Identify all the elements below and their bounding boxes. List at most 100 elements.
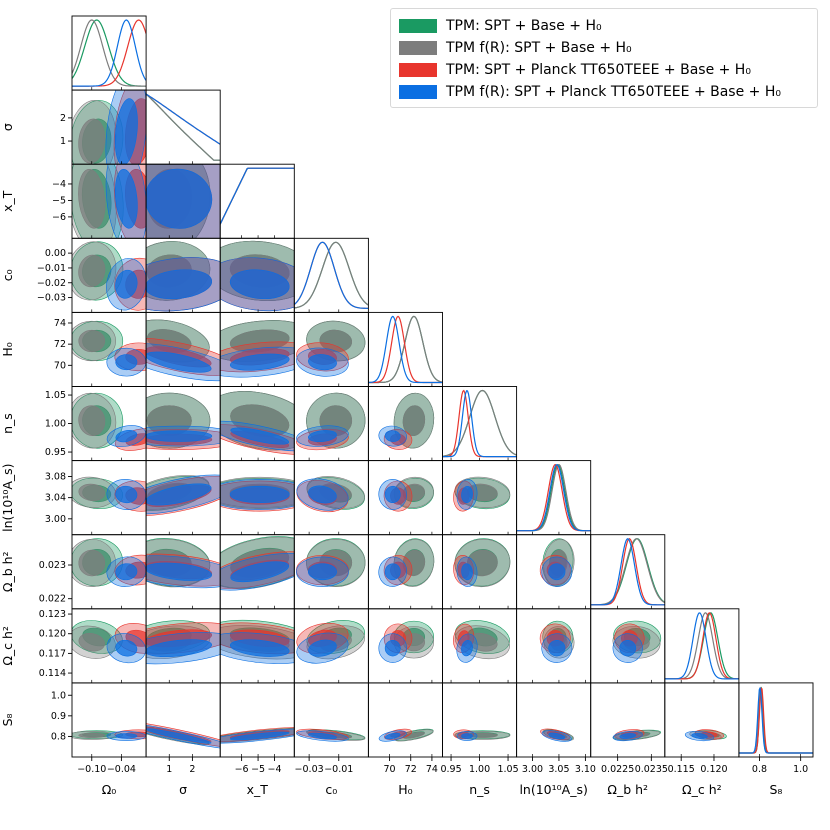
y-tick-label: 3.00	[45, 514, 66, 525]
x-tick-label: 70	[384, 764, 396, 775]
y-tick-label: 0.022	[39, 594, 66, 605]
posterior-curve	[738, 687, 813, 754]
contour-panel-omega0-omch2	[72, 620, 147, 664]
contour-panel-xT-ombh2	[220, 536, 295, 591]
posterior-curve	[590, 538, 665, 606]
posterior-curve	[368, 315, 443, 384]
credible-region	[78, 329, 106, 353]
x-tick-label: 3.05	[548, 764, 569, 775]
y-axis-label: ln(10¹⁰A_s)	[0, 463, 15, 531]
panel-frame	[367, 682, 443, 758]
x-axis-label: S₈	[769, 782, 782, 797]
y-tick-label: 1.00	[45, 419, 66, 430]
x-tick-label: 0.0225	[601, 764, 634, 775]
legend-entry: TPM f(R): SPT + Planck TT650TEEE + Base …	[399, 81, 809, 103]
y-tick-label: −4	[52, 179, 66, 190]
credible-region	[307, 354, 337, 371]
posterior-curve	[72, 19, 147, 87]
legend-entry: TPM: SPT + Base + H₀	[399, 15, 809, 37]
y-tick-label: 0.8	[51, 731, 66, 742]
y-tick-label: 2	[60, 113, 66, 124]
x-tick-label: 3.00	[522, 764, 543, 775]
contour-panel-c0-omch2	[296, 620, 365, 664]
posterior-curve	[738, 687, 813, 754]
panel-frame	[219, 682, 295, 758]
credible-region	[384, 563, 401, 581]
posterior-curve	[738, 686, 813, 754]
contour-panel-omega0-xT	[72, 164, 147, 239]
x-axis-label: n_s	[469, 782, 490, 797]
contour-panel-sigma-c0	[146, 241, 221, 312]
contour-panel-H0-lnAs	[378, 476, 434, 512]
contour-panel-ns-omch2	[453, 620, 510, 663]
x-tick-label: 1.0	[793, 764, 808, 775]
legend: TPM: SPT + Base + H₀ TPM f(R): SPT + Bas…	[390, 8, 818, 108]
contour-panel-omega0-ns	[72, 392, 147, 451]
contour-panel-ombh2-omch2	[612, 620, 662, 663]
y-tick-label: 3.04	[45, 493, 66, 504]
credible-region	[230, 427, 290, 445]
credible-region	[461, 640, 473, 657]
credible-region	[229, 639, 290, 657]
y-tick-label: 72	[54, 339, 66, 350]
credible-region	[115, 429, 138, 443]
credible-region	[461, 733, 473, 739]
x-tick-label: 72	[405, 764, 417, 775]
credible-region	[229, 353, 290, 371]
posterior-curve	[442, 389, 517, 457]
contour-panel-lnAs-S8	[540, 728, 575, 742]
y-axis-label: S₈	[0, 713, 15, 726]
x-tick-label: −4	[268, 764, 282, 775]
y-tick-label: 0.117	[39, 648, 66, 659]
y-tick-label: 1.0	[51, 690, 66, 701]
legend-label: TPM: SPT + Planck TT650TEEE + Base + H₀	[446, 62, 751, 78]
panel-frame	[590, 682, 666, 758]
y-axis-label: n_s	[0, 413, 15, 434]
posterior-curve	[590, 537, 665, 606]
credible-region	[319, 329, 353, 353]
panel-frame	[664, 682, 740, 758]
posterior-curve	[294, 241, 369, 309]
legend-swatch	[399, 19, 437, 33]
posterior-curve	[220, 167, 295, 225]
diag-panel-S8	[738, 686, 813, 754]
credible-region	[146, 269, 213, 300]
y-tick-label: 0.123	[39, 609, 66, 620]
contour-panel-sigma-ns	[146, 392, 221, 450]
panel-frame	[442, 682, 518, 758]
y-axis-label: Ω_c h²	[0, 626, 15, 666]
contour-panel-xT-ns	[220, 391, 295, 455]
panel-frame	[590, 534, 666, 610]
credible-region	[78, 254, 106, 288]
credible-region	[115, 563, 138, 581]
x-tick-label: 74	[426, 764, 438, 775]
contour-panel-xT-lnAs	[220, 476, 295, 512]
x-tick-label: −5	[251, 764, 265, 775]
x-axis-label: σ	[179, 782, 187, 797]
credible-region	[78, 732, 106, 738]
legend-swatch	[399, 85, 437, 99]
contour-panel-sigma-S8	[146, 720, 221, 750]
contour-panel-c0-S8	[296, 728, 366, 742]
credible-region	[146, 483, 212, 506]
credible-region	[307, 430, 337, 443]
credible-region	[384, 639, 401, 657]
posterior-curve	[516, 464, 591, 532]
legend-label: TPM: SPT + Base + H₀	[446, 18, 602, 34]
y-axis-label: σ	[0, 123, 15, 131]
credible-region	[402, 405, 426, 437]
x-axis-label: Ω₀	[102, 782, 117, 797]
x-tick-label: −6	[235, 764, 249, 775]
credible-region	[461, 485, 473, 504]
x-tick-label: −0.10	[77, 764, 106, 775]
y-tick-label: 3.08	[45, 471, 66, 482]
posterior-curve	[664, 612, 739, 680]
posterior-curve	[294, 241, 369, 309]
credible-region	[78, 483, 106, 501]
x-axis-label: Ω_c h²	[682, 782, 722, 797]
posterior-curve	[590, 538, 665, 606]
diag-panel-ombh2	[590, 537, 665, 606]
panel-frame	[293, 682, 369, 758]
panel-frame	[738, 682, 814, 758]
